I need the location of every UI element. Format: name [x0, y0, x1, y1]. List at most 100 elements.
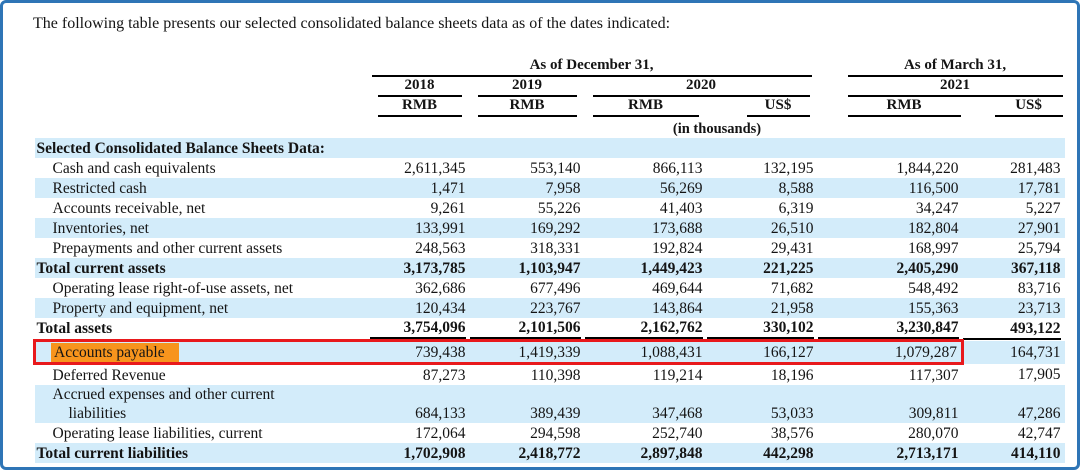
currency-header-cell: RMB — [585, 97, 707, 117]
row-label: Total current liabilities — [36, 444, 189, 462]
cell-value: 120,434 — [415, 299, 466, 317]
units-row: (in thousands) — [35, 117, 1065, 138]
cell-value: 143,864 — [652, 299, 703, 317]
header-spacer — [35, 77, 370, 97]
cell-value: 223,767 — [530, 299, 581, 317]
currency-usd-2021: US$ — [994, 97, 1063, 117]
header-spacer — [35, 57, 370, 77]
row-label: Restricted cash — [52, 179, 147, 197]
cell-value: 83,716 — [1017, 279, 1061, 297]
group-header-row: As of December 31, As of March 31, — [35, 57, 1065, 77]
cell-value: 7,958 — [545, 179, 581, 197]
cell-value: 132,195 — [763, 159, 814, 177]
cell-value: 442,298 — [763, 444, 814, 462]
cell-value: 1,088,431 — [584, 339, 707, 365]
currency-header-cell: RMB — [818, 97, 963, 117]
currency-usd-2020: US$ — [746, 97, 810, 117]
year-2019: 2019 — [477, 77, 577, 97]
cell-value: 2,897,848 — [640, 444, 703, 462]
cell-value: 684,133 — [415, 405, 466, 422]
cell-value: 172,064 — [415, 424, 466, 442]
currency-rmb-2018: RMB — [377, 97, 462, 117]
cell-value: 110,398 — [530, 366, 581, 384]
cell-value: 3,230,847 — [817, 318, 963, 341]
cell-value: 26,510 — [770, 219, 814, 237]
cell-value: 23,713 — [1017, 299, 1061, 317]
table-row: Prepayments and other current assets 248,… — [35, 238, 1065, 258]
table-header: As of December 31, As of March 31, 2018 … — [35, 57, 1065, 138]
row-label-line2: liabilities — [68, 405, 127, 422]
table-row: Property and equipment, net 120,434 223,76… — [34, 298, 1065, 318]
row-label: Total assets — [36, 320, 113, 337]
cell-value: 3,173,785 — [403, 259, 466, 277]
cell-value: 6,319 — [778, 199, 814, 217]
row-label: Total current assets — [36, 259, 166, 277]
row-label: Property and equipment, net — [52, 299, 229, 317]
col-group-march: As of March 31, — [847, 57, 1063, 77]
cell-value: 29,431 — [770, 239, 814, 257]
cell-value: 8,588 — [778, 179, 814, 197]
row-label: Accounts payable — [33, 339, 370, 365]
cell-value — [707, 138, 818, 158]
cell-value — [370, 138, 470, 158]
cell-value: 18,196 — [770, 366, 814, 384]
cell-value: 5,227 — [1025, 199, 1061, 217]
row-label: Prepayments and other current assets — [52, 239, 283, 257]
cell-value: 166,127 — [706, 339, 818, 365]
year-header-cell: 2018 — [370, 77, 470, 97]
cell-value: 182,804 — [908, 219, 959, 237]
table-row: Accounts receivable, net 9,261 55,226 41,40… — [35, 198, 1065, 218]
cell-value: 2,611,345 — [404, 159, 466, 177]
cell-value — [963, 138, 1065, 158]
cell-value: 1,702,908 — [403, 444, 466, 462]
cell-value: 493,122 — [962, 318, 1065, 341]
cell-value: 3,754,096 — [369, 318, 470, 341]
cell-value: 1,844,220 — [896, 159, 959, 177]
year-header-cell: 2020 — [585, 77, 818, 97]
table-row: Operating lease right-of-use assets, net… — [35, 278, 1065, 298]
cell-value: 27,901 — [1017, 219, 1061, 237]
table-body: Selected Consolidated Balance Sheets Dat… — [33, 138, 1065, 463]
row-label: Accounts receivable, net — [52, 199, 206, 217]
balance-sheet-table: As of December 31, As of March 31, 2018 … — [33, 57, 1065, 463]
cell-value: 294,598 — [530, 424, 581, 442]
cell-value: 866,113 — [652, 159, 703, 177]
table-row: Inventories, net 133,991 169,292 173,688 26,… — [34, 218, 1065, 238]
row-label: Operating lease liabilities, current — [52, 424, 263, 442]
currency-rmb-2019: RMB — [477, 97, 577, 117]
table-row: Cash and cash equivalents 2,611,345 553,14… — [35, 158, 1065, 178]
intro-text: The following table presents our selecte… — [33, 15, 671, 32]
highlighted-label: Accounts payable — [51, 343, 179, 361]
cell-value: 347,468 — [652, 405, 703, 422]
cell-value: 1,471 — [430, 179, 466, 197]
row-label: Deferred Revenue — [52, 366, 166, 384]
currency-header-cell: RMB — [470, 97, 585, 117]
cell-value: 414,110 — [1011, 444, 1061, 462]
cell-value: 9,261 — [430, 199, 466, 217]
cell-value: 168,997 — [908, 239, 959, 257]
currency-rmb-2020: RMB — [592, 97, 699, 117]
cell-value: 117,307 — [908, 366, 959, 384]
cell-value: 2,713,171 — [896, 444, 959, 462]
row-label: Inventories, net — [52, 219, 149, 237]
table-row: Operating lease liabilities, current 172,… — [35, 423, 1065, 443]
cell-value: 42,747 — [1017, 424, 1061, 442]
cell-value: 318,331 — [530, 239, 581, 257]
table-row: Accrued expenses and other current liabil… — [34, 385, 1065, 423]
cell-value: 47,286 — [1017, 405, 1061, 422]
cell-value: 389,439 — [530, 405, 581, 422]
highlighted-table-row: Accounts payable 739,438 1,419,339 1,088,43… — [33, 339, 1065, 365]
cell-value: 1,103,947 — [518, 259, 581, 277]
table-row: Deferred Revenue 87,273 110,398 119,214 18,1… — [35, 364, 1065, 386]
table-row: Restricted cash 1,471 7,958 56,269 8,588 116,… — [34, 178, 1065, 198]
cell-value: 2,418,772 — [518, 444, 581, 462]
cell-value: 41,403 — [659, 199, 703, 217]
currency-header-cell: US$ — [707, 97, 818, 117]
cell-value: 55,226 — [537, 199, 581, 217]
cell-value: 71,682 — [770, 279, 814, 297]
year-header-row: 2018 2019 2020 2021 — [35, 77, 1065, 97]
table-row: Total current liabilities 1,702,908 2,418,… — [34, 443, 1065, 463]
group-header-cell: As of March 31, — [818, 57, 1065, 77]
cell-value: 469,644 — [652, 279, 703, 297]
